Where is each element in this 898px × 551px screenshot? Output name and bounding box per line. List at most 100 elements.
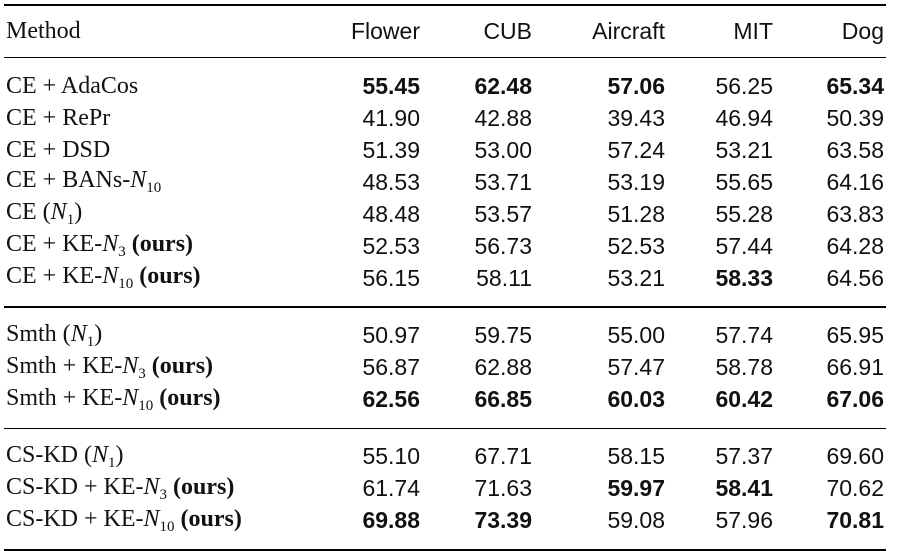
value-cell: 56.87 <box>362 354 420 381</box>
method-name: CE + DSD <box>6 136 111 163</box>
value-cell: 55.45 <box>362 72 420 99</box>
method-cell: CE + KE-N3 (ours) <box>4 231 329 261</box>
value-cell: 57.06 <box>607 72 665 99</box>
value-cell: 51.39 <box>362 136 420 163</box>
method-suffix: ) <box>115 441 124 468</box>
table-row: CE (N1) 48.48 53.57 51.28 55.28 63.83 <box>4 198 886 230</box>
value-cell: 57.44 <box>715 232 773 259</box>
method-symbol: N <box>70 320 87 347</box>
method-name: CS-KD ( <box>6 441 93 468</box>
method-subscript: 3 <box>118 244 126 261</box>
end-spacer <box>4 537 886 549</box>
method-cell: CE + AdaCos <box>4 73 329 100</box>
value-cell: 53.19 <box>607 168 665 195</box>
method-subscript: 10 <box>118 276 134 293</box>
method-cell: CS-KD (N1) <box>4 442 329 472</box>
table-row: CS-KD + KE-N3 (ours) 61.74 71.63 59.97 58.41… <box>4 473 886 505</box>
value-cell: 53.57 <box>474 200 532 227</box>
value-cell: 55.00 <box>607 322 665 349</box>
method-symbol: N <box>122 352 139 379</box>
value-cell: 60.42 <box>715 386 773 413</box>
value-cell: 46.94 <box>715 104 773 131</box>
method-symbol: N <box>102 263 119 290</box>
method-name: CS-KD + KE- <box>6 505 144 532</box>
value-cell: 70.62 <box>826 475 884 502</box>
value-cell: 57.74 <box>715 322 773 349</box>
value-cell: 58.11 <box>476 264 532 291</box>
value-cell: 64.56 <box>826 264 884 291</box>
value-cell: 39.43 <box>607 104 665 131</box>
value-cell: 50.39 <box>826 104 884 131</box>
group-rule <box>4 427 886 429</box>
value-cell: 53.00 <box>474 136 532 163</box>
value-cell: 53.21 <box>607 264 665 291</box>
table-row: CE + RePr 41.90 42.88 39.43 46.94 50.39 <box>4 102 886 134</box>
column-header: Dog <box>841 18 884 44</box>
method-suffix: ) <box>74 199 83 226</box>
method-suffix: (ours) <box>153 384 221 411</box>
method-name: CE ( <box>6 199 51 226</box>
method-symbol: N <box>130 167 147 194</box>
value-cell: 58.33 <box>715 264 773 291</box>
column-header: CUB <box>483 18 532 44</box>
table-row: Smth + KE-N3 (ours) 56.87 62.88 57.47 58.78 6… <box>4 352 886 384</box>
method-name: CE + KE- <box>6 231 103 258</box>
method-symbol: N <box>143 505 160 532</box>
method-name: CE + BANs- <box>6 167 131 194</box>
method-symbol: N <box>143 473 160 500</box>
value-cell: 58.78 <box>715 354 773 381</box>
method-cell: CS-KD + KE-N10 (ours) <box>4 506 329 536</box>
table-body: CE + AdaCos 55.45 62.48 57.06 56.25 65.34 CE +… <box>4 70 886 549</box>
method-cell: CE + BANs-N10 <box>4 167 329 197</box>
method-subscript: 1 <box>108 454 116 471</box>
value-cell: 41.90 <box>362 104 420 131</box>
value-cell: 61.74 <box>362 475 420 502</box>
value-cell: 55.28 <box>715 200 773 227</box>
top-rule <box>4 4 886 6</box>
header-rule <box>4 57 886 59</box>
value-cell: 62.56 <box>362 386 420 413</box>
method-symbol: N <box>102 231 119 258</box>
value-cell: 71.63 <box>474 475 532 502</box>
group-spacer <box>4 294 886 306</box>
method-header: Method <box>6 18 81 44</box>
method-suffix: (ours) <box>145 352 214 379</box>
value-cell: 64.28 <box>826 232 884 259</box>
method-cell: CE + RePr <box>4 105 329 132</box>
column-header: Aircraft <box>592 18 665 44</box>
value-cell: 60.03 <box>607 386 665 413</box>
table-row: Smth + KE-N10 (ours) 62.56 66.85 60.03 60.42… <box>4 384 886 416</box>
value-cell: 57.96 <box>715 507 773 534</box>
method-cell: CE (N1) <box>4 199 329 229</box>
method-subscript: 10 <box>138 397 154 414</box>
value-cell: 62.48 <box>474 72 532 99</box>
method-subscript: 10 <box>159 518 175 535</box>
method-subscript: 1 <box>66 212 75 229</box>
value-cell: 50.97 <box>362 322 420 349</box>
value-cell: 66.91 <box>826 354 884 381</box>
table-row: CE + KE-N10 (ours) 56.15 58.11 53.21 58.33 64… <box>4 262 886 294</box>
method-suffix: ) <box>94 320 103 347</box>
method-subscript: 3 <box>159 486 168 503</box>
value-cell: 67.06 <box>826 386 884 413</box>
table-row: CE + BANs-N10 48.53 53.71 53.19 55.65 64.16 <box>4 166 886 198</box>
value-cell: 59.75 <box>474 322 532 349</box>
method-name: CS-KD + KE- <box>6 473 144 500</box>
value-cell: 62.88 <box>474 354 532 381</box>
group-spacer <box>4 416 886 428</box>
value-cell: 55.10 <box>362 443 420 470</box>
method-cell: CS-KD + KE-N3 (ours) <box>4 474 329 504</box>
method-name: Smth ( <box>6 320 71 347</box>
method-symbol: N <box>92 441 109 468</box>
value-cell: 53.21 <box>715 136 773 163</box>
value-cell: 70.81 <box>826 507 884 534</box>
method-subscript: 10 <box>146 180 162 197</box>
column-header: MIT <box>733 18 773 44</box>
value-cell: 59.08 <box>607 507 665 534</box>
header-row: Method Flower CUB Aircraft MIT Dog <box>4 6 886 57</box>
value-cell: 66.85 <box>474 386 532 413</box>
method-suffix: (ours) <box>133 263 201 290</box>
value-cell: 64.16 <box>826 168 884 195</box>
value-cell: 51.28 <box>607 200 665 227</box>
method-cell: CE + DSD <box>4 137 329 164</box>
